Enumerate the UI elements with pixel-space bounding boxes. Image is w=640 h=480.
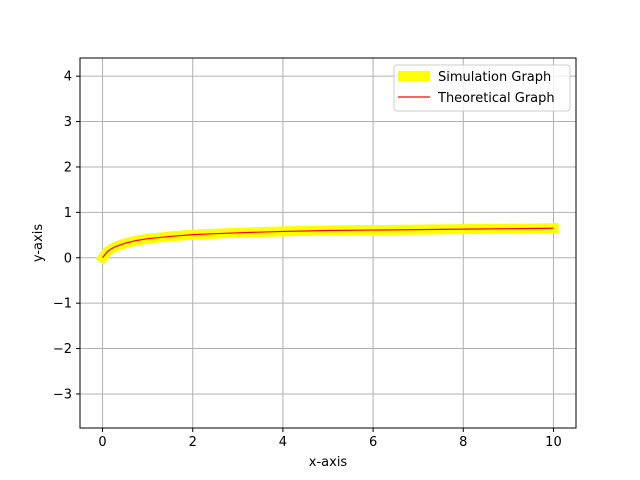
y-tick-label: −1 xyxy=(53,297,72,312)
grid-lines xyxy=(80,58,576,428)
x-axis-label: x-axis xyxy=(309,455,348,470)
y-tick-label: −3 xyxy=(53,387,72,402)
x-tick-label: 6 xyxy=(369,435,377,450)
x-tick-label: 0 xyxy=(98,435,106,450)
x-tick-label: 2 xyxy=(189,435,197,450)
x-tick-label: 8 xyxy=(459,435,467,450)
y-axis-label: y-axis xyxy=(31,224,46,262)
y-tick-label: 2 xyxy=(64,160,72,175)
legend: Simulation Graph Theoretical Graph xyxy=(393,64,571,112)
legend-box xyxy=(393,64,571,112)
y-tick-label: 0 xyxy=(64,251,72,266)
theoretical-series-line xyxy=(102,227,554,259)
x-tick-label: 10 xyxy=(545,435,562,450)
x-tick-label: 4 xyxy=(279,435,287,450)
y-axis-ticks: −3 −2 −1 0 1 2 3 4 xyxy=(53,70,80,402)
legend-label-theoretical: Theoretical Graph xyxy=(437,91,555,106)
y-tick-label: 3 xyxy=(64,115,72,130)
x-axis-ticks: 0 2 4 6 8 10 xyxy=(98,428,562,450)
series-layer xyxy=(95,223,559,265)
y-tick-label: 4 xyxy=(64,70,72,85)
plot-area-frame xyxy=(79,57,577,429)
y-tick-label: −2 xyxy=(53,342,72,357)
y-tick-label: 1 xyxy=(64,206,72,221)
legend-label-simulation: Simulation Graph xyxy=(438,70,551,85)
